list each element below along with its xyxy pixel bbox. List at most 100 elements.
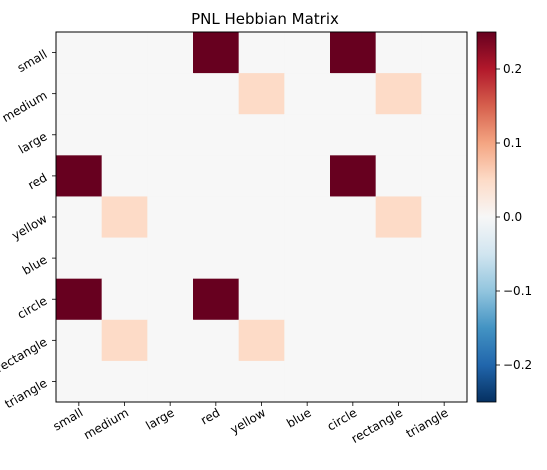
heatmap-cell xyxy=(101,32,148,74)
colorbar-tick-label: 0.0 xyxy=(503,210,522,224)
heatmap-cell xyxy=(193,73,240,115)
heatmap-cell xyxy=(330,155,377,197)
heatmap-cell xyxy=(147,114,194,156)
heatmap-cell xyxy=(284,155,331,197)
heatmap-cell xyxy=(147,319,194,362)
y-tick-label: small xyxy=(15,47,50,75)
heatmap-cell xyxy=(56,155,103,197)
heatmap-cell xyxy=(147,237,194,280)
heatmap-cell xyxy=(238,155,285,197)
heatmap-cell xyxy=(375,73,422,115)
heatmap-cell xyxy=(284,237,331,280)
heatmap-cell xyxy=(330,360,377,403)
heatmap-cell xyxy=(101,155,148,197)
heatmap-cell xyxy=(101,278,148,321)
heatmap-cell xyxy=(421,319,468,362)
y-axis: small medium large red yellow blue circle recta… xyxy=(0,47,56,411)
heatmap-cell xyxy=(284,278,331,321)
heatmap-cell xyxy=(193,360,240,403)
heatmap-cell xyxy=(238,319,285,362)
heatmap-cell xyxy=(56,360,103,403)
heatmap-cell xyxy=(421,360,468,403)
heatmap-cell xyxy=(147,155,194,197)
heatmap-cell xyxy=(375,237,422,280)
heatmap-cell xyxy=(147,196,194,239)
heatmap-cell xyxy=(101,319,148,362)
x-tick-label: circle xyxy=(325,405,360,433)
heatmap-cell xyxy=(193,237,240,280)
heatmap-cell xyxy=(375,278,422,321)
heatmap-cell xyxy=(421,73,468,115)
colorbar-tick-label: −0.2 xyxy=(503,358,532,372)
heatmap-cell xyxy=(101,237,148,280)
heatmap-cell xyxy=(193,319,240,362)
colorbar-tick-label: 0.1 xyxy=(503,136,522,150)
heatmap-cell xyxy=(238,278,285,321)
heatmap-cell xyxy=(101,196,148,239)
heatmap-cell xyxy=(330,237,377,280)
x-tick-label: triangle xyxy=(404,405,451,440)
colorbar-tick-label: −0.1 xyxy=(503,284,532,298)
heatmap-cell xyxy=(421,155,468,197)
heatmap-cell xyxy=(147,278,194,321)
y-tick-label: red xyxy=(25,170,49,192)
heatmap-cell xyxy=(238,114,285,156)
heatmap-cell xyxy=(421,196,468,239)
heatmap-cell xyxy=(147,32,194,74)
chart-title: PNL Hebbian Matrix xyxy=(191,10,339,28)
heatmap-cell xyxy=(421,278,468,321)
heatmap-cell xyxy=(375,360,422,403)
heatmap-cell xyxy=(330,278,377,321)
heatmap-cell xyxy=(56,32,103,74)
heatmap-cell xyxy=(238,73,285,115)
x-tick-label: medium xyxy=(81,405,131,442)
heatmap-cell xyxy=(56,319,103,362)
heatmap-cell xyxy=(421,237,468,280)
y-tick-label: large xyxy=(16,129,49,156)
heatmap-cell xyxy=(193,32,240,74)
heatmap-cell xyxy=(375,114,422,156)
heatmap-cell xyxy=(238,196,285,239)
x-tick-label: red xyxy=(198,405,222,427)
heatmap-cell xyxy=(147,73,194,115)
x-tick-label: rectangle xyxy=(349,405,405,445)
y-tick-label: rectangle xyxy=(0,335,49,375)
heatmap-cell xyxy=(421,32,468,74)
heatmap-cell xyxy=(284,360,331,403)
heatmap-cell xyxy=(284,73,331,115)
y-tick-label: triangle xyxy=(2,376,49,411)
heatmap-cells xyxy=(56,32,468,403)
heatmap-cell xyxy=(193,278,240,321)
heatmap-cell xyxy=(56,278,103,321)
heatmap-cell xyxy=(101,73,148,115)
heatmap-cell xyxy=(56,73,103,115)
heatmap-cell xyxy=(284,32,331,74)
y-tick-label: yellow xyxy=(9,211,49,242)
heatmap-cell xyxy=(193,155,240,197)
heatmap-cell xyxy=(330,114,377,156)
x-tick-label: small xyxy=(51,405,86,433)
heatmap-cell xyxy=(330,32,377,74)
heatmap-cell xyxy=(101,114,148,156)
heatmap-cell xyxy=(284,319,331,362)
heatmap-cell xyxy=(56,196,103,239)
colorbar-tick-label: 0.2 xyxy=(503,62,522,76)
colorbar-axis: 0.2 0.1 0.0 −0.1 −0.2 xyxy=(496,62,532,372)
x-tick-label: yellow xyxy=(228,405,268,436)
heatmap-cell xyxy=(56,114,103,156)
heatmap-cell xyxy=(238,32,285,74)
colorbar xyxy=(476,31,497,403)
y-tick-label: medium xyxy=(0,88,50,125)
heatmap-cell xyxy=(375,155,422,197)
heatmap-cell xyxy=(238,360,285,403)
x-tick-label: blue xyxy=(284,405,313,430)
heatmap-cell xyxy=(330,319,377,362)
heatmap-cell xyxy=(101,360,148,403)
heatmap-cell xyxy=(56,237,103,280)
heatmap-cell xyxy=(421,114,468,156)
heatmap-cell xyxy=(375,32,422,74)
heatmap-cell xyxy=(375,319,422,362)
y-tick-label: circle xyxy=(15,294,50,322)
